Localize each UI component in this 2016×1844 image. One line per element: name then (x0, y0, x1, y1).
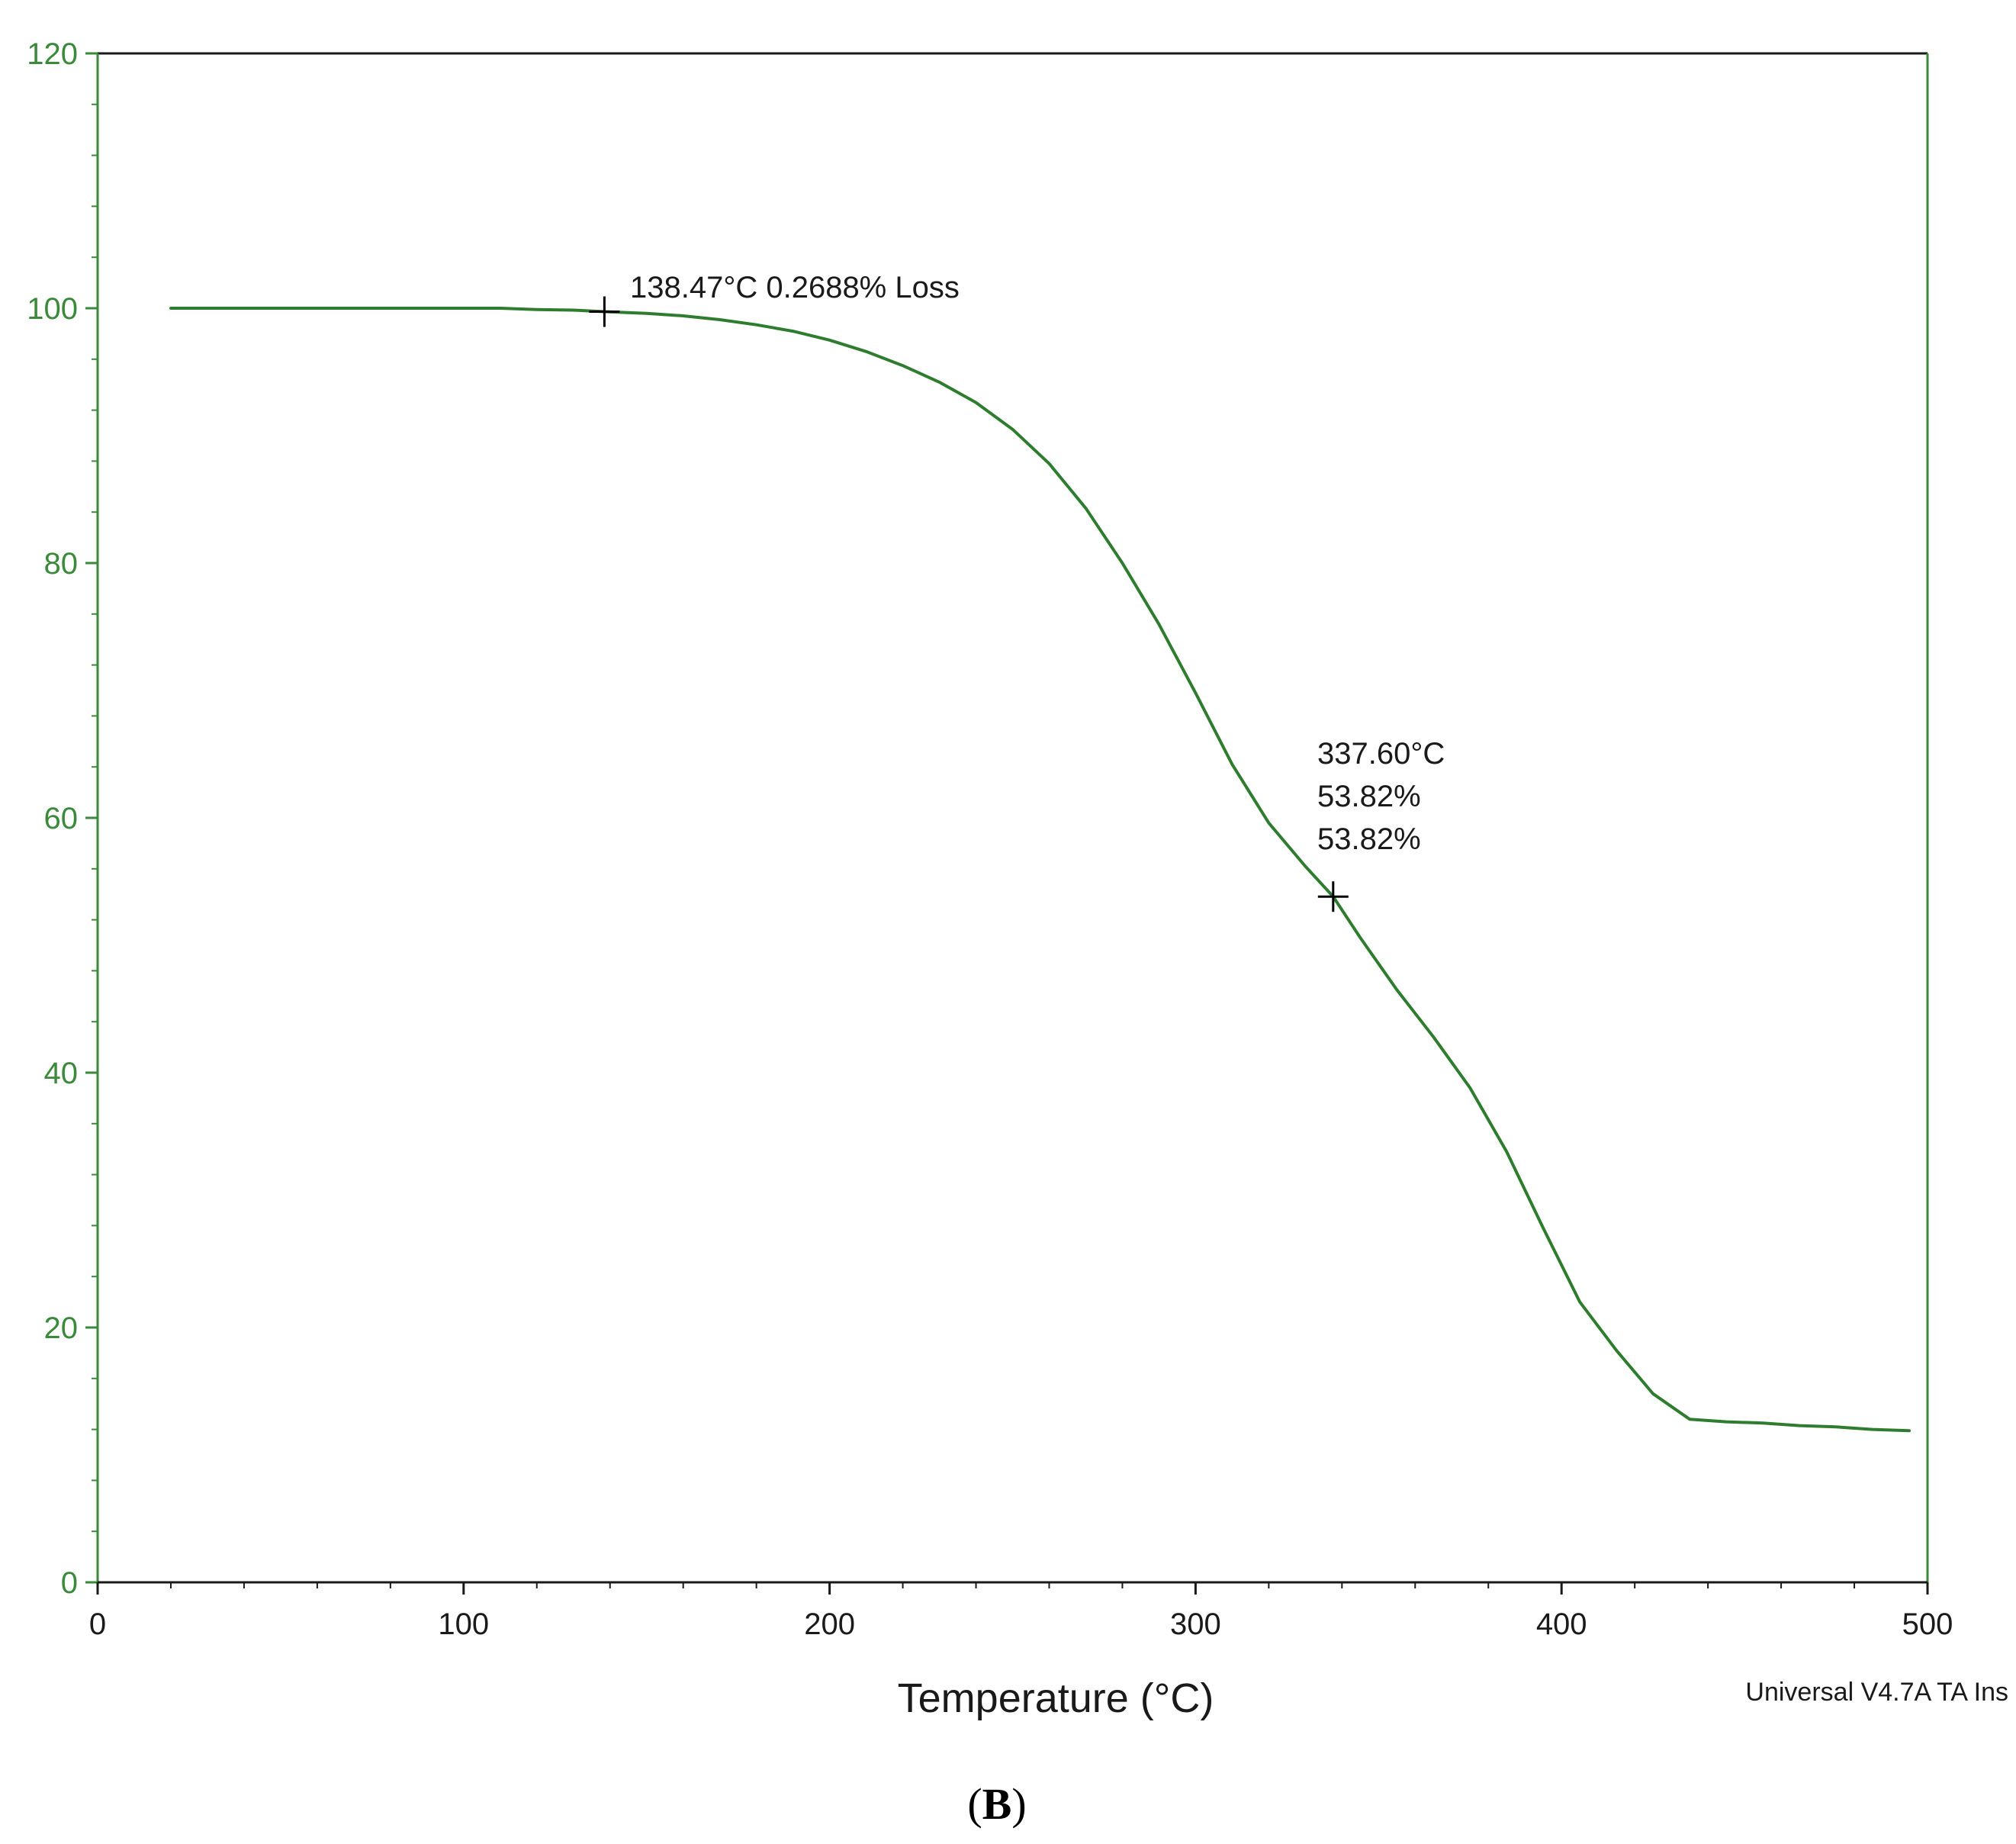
annotation-midpoint-line-1: 337.60°C (1317, 737, 1445, 771)
panel-label-open: ( (967, 1779, 982, 1829)
plot-frame (98, 52, 1929, 1582)
marker-layer (589, 296, 1349, 912)
software-footer: Universal V4.7A TA Ins (1745, 1678, 2008, 1707)
x-tick-label: 100 (438, 1607, 489, 1641)
y-tick-label: 40 (44, 1057, 79, 1090)
y-tick-label: 120 (27, 37, 78, 71)
y-tick-label: 60 (44, 802, 79, 835)
annotation-midpoint: 337.60°C 53.82% 53.82% (1317, 737, 1445, 856)
x-tick-label: 500 (1902, 1607, 1953, 1641)
x-tick-label: 200 (804, 1607, 855, 1641)
x-tick-label: 300 (1170, 1607, 1221, 1641)
x-axis-label: Temperature (°C) (898, 1675, 1214, 1721)
y-tick-label: 100 (27, 292, 78, 326)
cross-marker-2 (1317, 881, 1349, 912)
y-tick-label: 20 (44, 1311, 79, 1345)
y-axis: 0 20 40 60 80 100 120 (27, 37, 99, 1600)
y-tick-label: 0 (61, 1566, 78, 1600)
panel-label-close: ) (1011, 1779, 1026, 1829)
annotation-midpoint-line-3: 53.82% (1317, 822, 1421, 856)
series-line-0 (169, 307, 1911, 1433)
panel-label-letter: B (982, 1779, 1012, 1829)
x-axis: 0 100 200 300 400 500 (89, 1581, 1953, 1641)
annotation-midpoint-line-2: 53.82% (1317, 780, 1421, 813)
panel-label: (B) (967, 1779, 1026, 1829)
y-tick-label: 80 (44, 547, 79, 581)
x-tick-label: 0 (89, 1607, 106, 1641)
series-layer (169, 307, 1911, 1433)
cross-marker-1 (589, 296, 620, 327)
x-tick-label: 400 (1536, 1607, 1587, 1641)
annotation-onset: 138.47°C 0.2688% Loss (630, 271, 960, 304)
